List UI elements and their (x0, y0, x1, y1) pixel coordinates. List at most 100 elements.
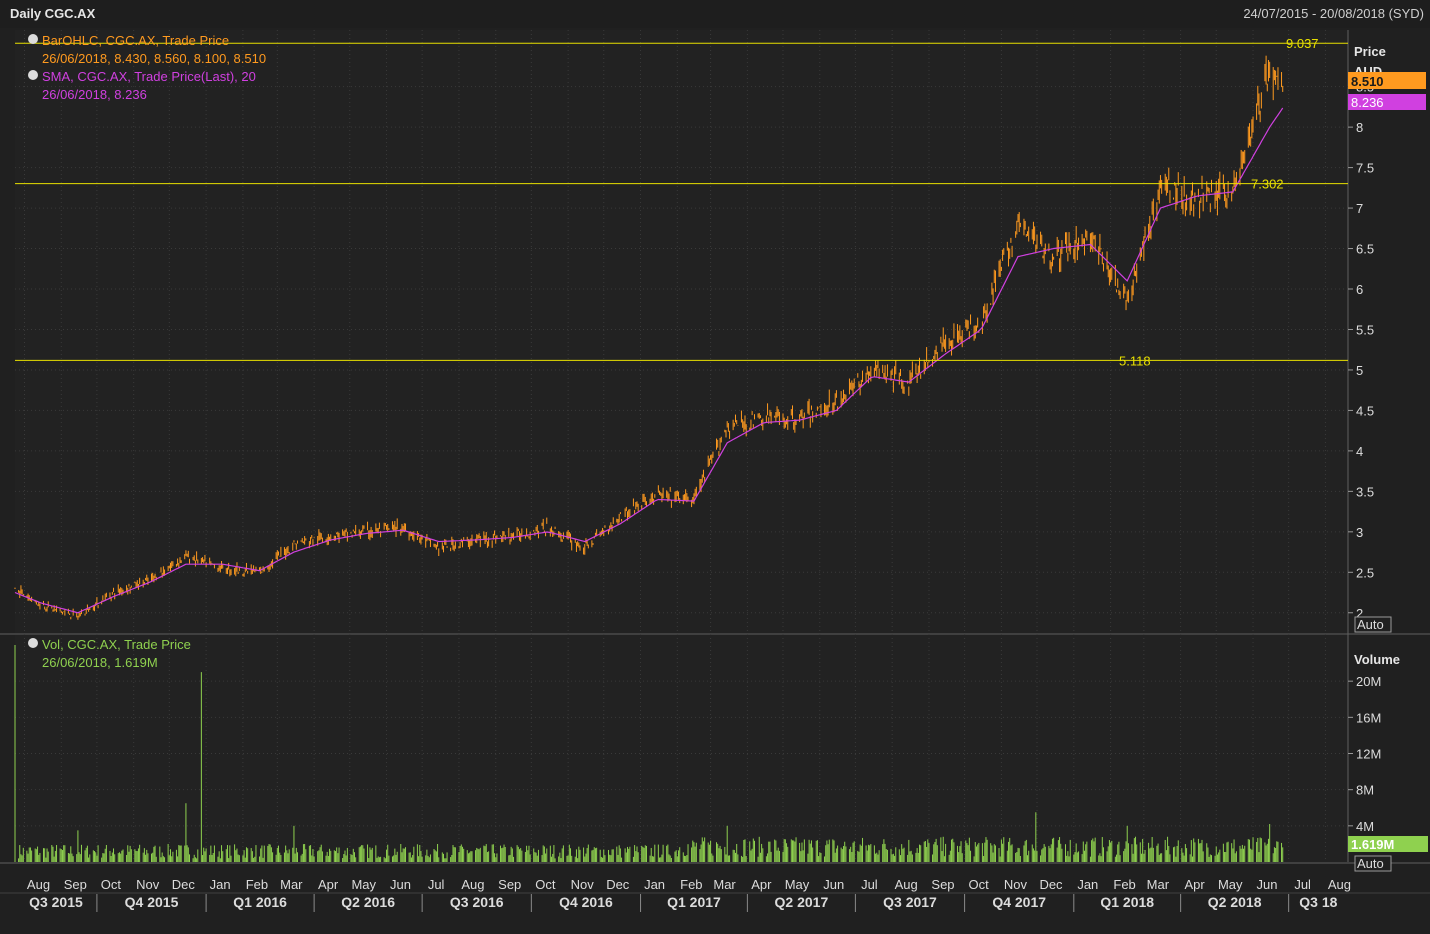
price-tick-label: 6.5 (1356, 242, 1374, 257)
volume-legend-line2: 26/06/2018, 1.619M (42, 655, 158, 670)
quarter-label: Q4 2016 (559, 894, 613, 910)
quarter-label: Q2 2018 (1208, 894, 1262, 910)
month-label: Apr (318, 877, 339, 892)
month-label: Mar (713, 877, 736, 892)
price-tick-label: 3 (1356, 525, 1363, 540)
month-label: Feb (1113, 877, 1135, 892)
price-tick-label: 4 (1356, 444, 1363, 459)
quarter-label: Q4 2015 (125, 894, 179, 910)
grid-layer (15, 30, 1348, 862)
month-label: Apr (751, 877, 772, 892)
last-price-tag-bg (1348, 72, 1426, 89)
horizontal-lines[interactable]: 9.037 7.302 5.118 (15, 36, 1348, 368)
axis-layer: 22.533.544.555.566.577.588.54M8M12M16M20… (27, 80, 1381, 912)
info-icon[interactable] (28, 70, 38, 80)
price-plot-area[interactable] (15, 30, 1348, 633)
horizontal-line-label: 5.118 (1119, 353, 1151, 368)
month-label: Aug (27, 877, 50, 892)
quarter-label: Q4 2017 (992, 894, 1046, 910)
quarter-label: Q3 2017 (883, 894, 937, 910)
quarter-label: Q2 2017 (775, 894, 829, 910)
last-volume-tag-bg (1348, 836, 1428, 852)
sma-tag: 8.236 (1351, 95, 1384, 110)
volume-auto-button-bg[interactable] (1354, 855, 1392, 872)
quarter-label: Q1 2016 (233, 894, 287, 910)
volume-auto-button[interactable]: Auto (1357, 856, 1384, 871)
month-label: Feb (246, 877, 268, 892)
volume-tick-label: 12M (1356, 747, 1381, 762)
price-tick-label: 3.5 (1356, 484, 1374, 499)
month-label: Oct (968, 877, 989, 892)
price-tick-label: 2 (1356, 606, 1363, 621)
price-legend-line1: BarOHLC, CGC.AX, Trade Price (42, 33, 229, 48)
price-tick-label: 7 (1356, 201, 1363, 216)
sma-tag-bg (1348, 94, 1426, 110)
price-tick-label: 2.5 (1356, 565, 1374, 580)
price-bars (14, 55, 1284, 620)
month-label: Nov (136, 877, 160, 892)
month-label: Nov (571, 877, 595, 892)
last-volume-tag: 1.619M (1351, 837, 1394, 852)
volume-plot-area[interactable] (15, 635, 1348, 862)
month-label: Jan (1077, 877, 1098, 892)
horizontal-line-label: 9.037 (1286, 36, 1319, 51)
title-bar: Daily CGC.AX 24/07/2015 - 20/08/2018 (SY… (0, 0, 1430, 28)
price-auto-button-bg[interactable] (1354, 616, 1392, 633)
price-tick-label: 5.5 (1356, 322, 1374, 337)
month-label: Aug (1328, 877, 1351, 892)
volume-legend-line1: Vol, CGC.AX, Trade Price (42, 637, 191, 652)
month-label: Jun (823, 877, 844, 892)
month-label: Oct (535, 877, 556, 892)
month-label: Sep (498, 877, 521, 892)
month-label: Sep (64, 877, 87, 892)
price-legend-line2: 26/06/2018, 8.430, 8.560, 8.100, 8.510 (42, 51, 266, 66)
horizontal-line-label: 7.302 (1251, 177, 1284, 192)
month-label: Jan (644, 877, 665, 892)
month-label: May (785, 877, 810, 892)
month-label: May (1218, 877, 1243, 892)
volume-legend[interactable]: Vol, CGC.AX, Trade Price 26/06/2018, 1.6… (28, 637, 191, 670)
month-label: Mar (1147, 877, 1170, 892)
month-label: Jan (210, 877, 231, 892)
volume-tick-label: 16M (1356, 710, 1381, 725)
month-label: Nov (1004, 877, 1028, 892)
chart-title: Daily CGC.AX (10, 6, 96, 21)
month-label: Jul (861, 877, 878, 892)
month-label: Dec (606, 877, 630, 892)
price-tick-label: 6 (1356, 282, 1363, 297)
quarter-label: Q2 2016 (341, 894, 395, 910)
month-label: May (351, 877, 376, 892)
info-icon[interactable] (28, 638, 38, 648)
month-label: Jun (1257, 877, 1278, 892)
last-price-tag: 8.510 (1351, 74, 1384, 89)
month-label: Feb (680, 877, 702, 892)
volume-bars (14, 645, 1284, 862)
month-label: Mar (280, 877, 303, 892)
quarter-label: Q1 2018 (1100, 894, 1154, 910)
month-label: Aug (461, 877, 484, 892)
month-label: Jul (428, 877, 445, 892)
price-tick-label: 8 (1356, 120, 1363, 135)
quarter-label: Q3 2015 (29, 894, 83, 910)
price-legend[interactable]: BarOHLC, CGC.AX, Trade Price 26/06/2018,… (28, 33, 266, 102)
sma-legend-line2: 26/06/2018, 8.236 (42, 87, 147, 102)
month-label: Oct (101, 877, 122, 892)
date-range: 24/07/2015 - 20/08/2018 (SYD) (1243, 6, 1424, 21)
price-tick-label: 7.5 (1356, 161, 1374, 176)
volume-tick-label: 8M (1356, 783, 1374, 798)
price-axis-title: Price (1354, 44, 1386, 59)
price-tick-label: 5 (1356, 363, 1363, 378)
quarter-label: Q3 2016 (450, 894, 504, 910)
price-tick-label: 4.5 (1356, 403, 1374, 418)
volume-tick-label: 4M (1356, 819, 1374, 834)
sma-line (14, 107, 1284, 614)
month-label: Jun (390, 877, 411, 892)
volume-axis-title: Volume (1354, 652, 1400, 667)
month-label: Dec (1039, 877, 1063, 892)
info-icon[interactable] (28, 34, 38, 44)
price-auto-button[interactable]: Auto (1357, 617, 1384, 632)
month-label: Sep (931, 877, 954, 892)
month-label: Apr (1185, 877, 1206, 892)
